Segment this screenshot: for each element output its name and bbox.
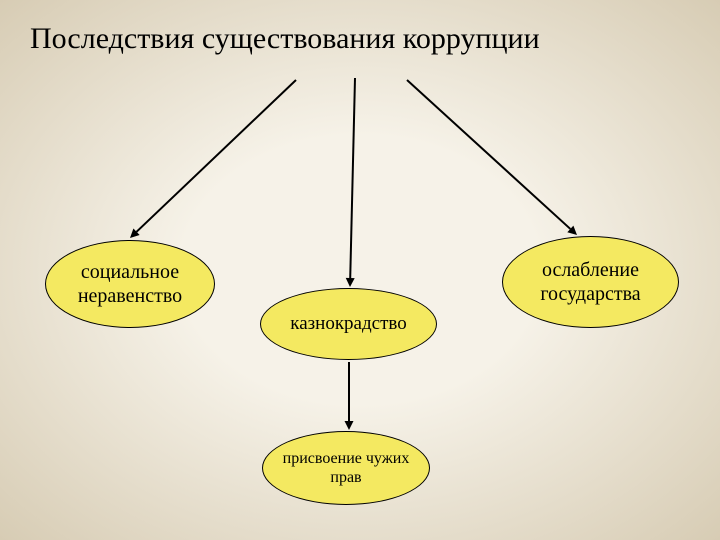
bubble-bottom: присвоение чужих прав xyxy=(262,431,430,505)
arrow-line-to-left xyxy=(137,80,296,232)
arrow-line-to-center xyxy=(350,78,355,278)
bubble-left-label: социальное неравенство xyxy=(78,260,182,308)
bubble-right: ослабление государства xyxy=(502,236,679,328)
arrow-head-center-to-bottom xyxy=(345,421,354,430)
bubble-bottom-label: присвоение чужих прав xyxy=(283,449,410,487)
arrow-line-to-right xyxy=(407,80,570,229)
bubble-center-label: казнокрадство xyxy=(290,313,406,336)
arrow-head-to-center xyxy=(346,278,355,287)
bubble-left: социальное неравенство xyxy=(45,240,215,328)
diagram-content: Последствия существования коррупции соци… xyxy=(0,0,720,540)
bubble-right-label: ослабление государства xyxy=(540,258,640,306)
bubble-center: казнокрадство xyxy=(260,288,437,360)
